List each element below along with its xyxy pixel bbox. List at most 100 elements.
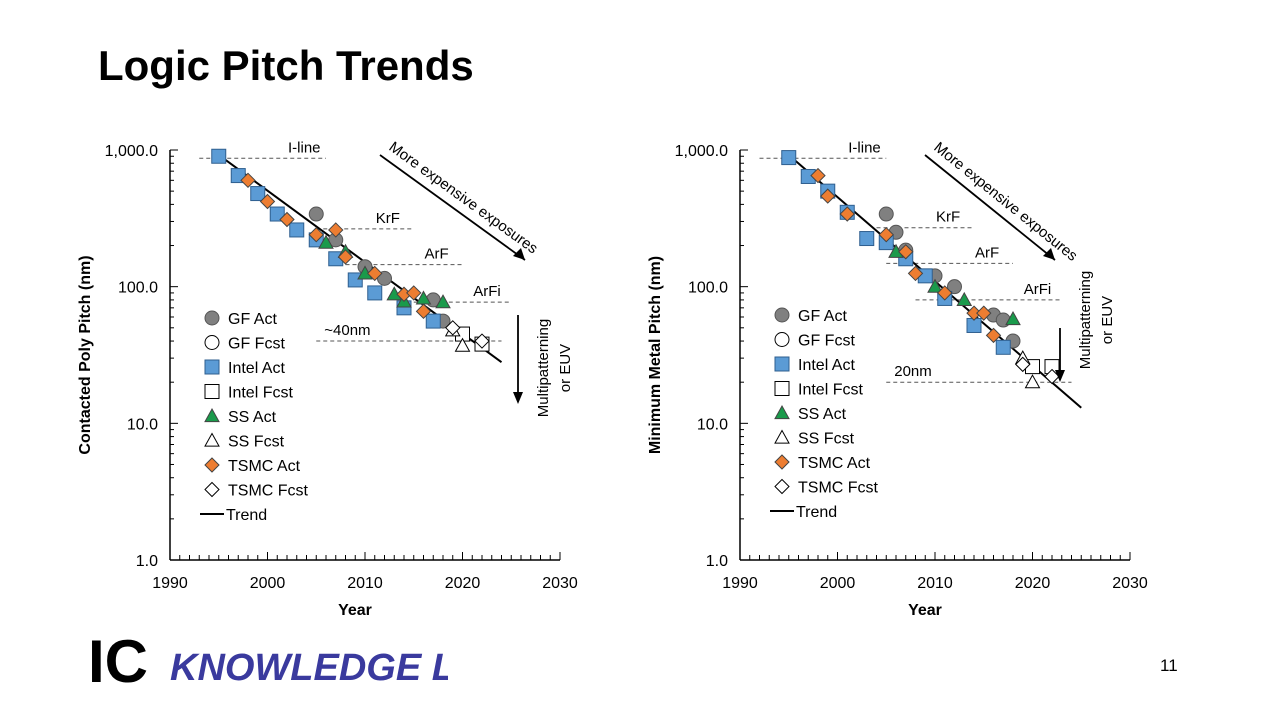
x-tick-label: 2020: [445, 575, 481, 592]
metal-pitch-chart: 1990 2000 2010 2020 2030 1.0 10.0 100.0 1,000.0 Y…: [647, 139, 1148, 619]
logo-ic-text: IC: [88, 628, 148, 694]
cost-arrow-line: [924, 154, 1056, 261]
data-point: [937, 285, 953, 301]
exposure-label: I-line: [288, 139, 321, 156]
x-tick-label: 2020: [1015, 575, 1051, 592]
data-point: [269, 206, 285, 222]
data-point: [898, 244, 914, 260]
legend-marker: [204, 384, 220, 399]
exposure-label: I-line: [848, 139, 881, 156]
exposure-label: ~40nm: [324, 322, 370, 339]
data-point: [995, 339, 1011, 355]
y-tick-label: 100.0: [688, 280, 728, 297]
legend-marker: [774, 478, 790, 495]
cost-arrow-head: [513, 248, 525, 260]
data-point: [250, 186, 266, 202]
x-axis-label: Year: [908, 602, 942, 619]
legend-marker: [204, 457, 220, 473]
data-point: [279, 211, 295, 228]
x-tick-label: 2030: [542, 575, 578, 592]
data-point: [985, 327, 1002, 344]
legend-marker: [774, 332, 790, 347]
legend-label: TSMC Act: [798, 455, 871, 472]
legend-label: GF Act: [228, 311, 277, 328]
legend-label: GF Fcst: [228, 336, 285, 353]
legend-label: SS Act: [798, 406, 847, 423]
y-tick-label: 1.0: [706, 553, 728, 570]
cost-arrow-label: More expensive exposures: [386, 138, 541, 257]
data-point: [1005, 310, 1021, 326]
page-number: 11: [1160, 656, 1178, 675]
legend-label: GF Fcst: [798, 333, 855, 350]
data-point: [240, 172, 256, 189]
data-point: [425, 313, 441, 329]
legend-marker: [774, 381, 790, 396]
legend-label: Trend: [226, 507, 267, 524]
x-tick-label: 2010: [917, 575, 953, 592]
data-point: [445, 320, 461, 336]
x-tick-label: 1990: [722, 575, 758, 592]
data-point: [1024, 374, 1041, 389]
legend-label: Intel Act: [228, 360, 285, 377]
legend-marker: [204, 335, 220, 350]
data-point: [810, 167, 826, 184]
legend-label: SS Fcst: [228, 434, 285, 451]
euv-label: Multipatterning: [1077, 271, 1094, 369]
legend-label: Intel Act: [798, 357, 855, 374]
legend-marker: [774, 404, 790, 420]
y-tick-label: 1,000.0: [675, 143, 728, 160]
data-point: [308, 226, 324, 243]
data-point: [211, 148, 227, 164]
data-point: [367, 285, 383, 301]
data-point: [1044, 368, 1060, 385]
exposure-label: KrF: [936, 209, 960, 226]
y-axis-label: Minimum Metal Pitch (nm): [647, 256, 664, 454]
data-point: [947, 279, 962, 295]
euv-label: or EUV: [1099, 296, 1116, 344]
data-point: [406, 285, 422, 301]
data-point: [259, 193, 276, 210]
data-point: [820, 188, 836, 204]
x-axis-label: Year: [338, 602, 372, 619]
exposure-label: ArF: [975, 244, 999, 261]
poly-pitch-chart: 1990 2000 2010 2020 2030 1.0 10.0 100.0 1,000.0 Y…: [77, 138, 578, 619]
data-point: [878, 206, 894, 222]
exposure-label: ArFi: [473, 283, 501, 300]
data-point: [859, 231, 875, 247]
data-point: [781, 150, 797, 166]
legend-label: Trend: [796, 504, 837, 521]
legend-marker: [204, 481, 220, 498]
data-point: [435, 294, 451, 309]
euv-arrow-head: [1055, 370, 1065, 382]
legend-label: TSMC Fcst: [798, 480, 879, 497]
euv-label: Multipatterning: [535, 319, 552, 417]
x-tick-label: 2030: [1112, 575, 1148, 592]
legend-label: SS Fcst: [798, 431, 855, 448]
euv-label: or EUV: [557, 344, 574, 392]
data-point: [956, 291, 973, 307]
data-point: [289, 222, 305, 238]
x-tick-label: 2000: [250, 575, 286, 592]
x-tick-label: 2010: [347, 575, 383, 592]
y-tick-label: 10.0: [127, 416, 158, 433]
data-point: [328, 222, 344, 238]
legend-label: Intel Fcst: [798, 382, 863, 399]
data-point: [878, 226, 894, 243]
data-point: [839, 206, 855, 222]
cost-arrow-line: [379, 154, 526, 261]
legend-marker: [774, 356, 790, 372]
legend-label: GF Act: [798, 308, 847, 325]
data-point: [415, 303, 432, 320]
y-tick-label: 10.0: [697, 416, 728, 433]
data-point: [454, 337, 471, 352]
logo-knowledge-text: KNOWLEDGE LLC: [170, 647, 448, 689]
legend-label: TSMC Act: [228, 458, 301, 475]
data-point: [347, 272, 363, 288]
x-tick-label: 1990: [152, 575, 188, 592]
data-point: [907, 265, 924, 282]
exposure-label: KrF: [376, 210, 400, 227]
ic-knowledge-logo: IC KNOWLEDGE LLC: [88, 628, 448, 694]
exposure-label: ArFi: [1024, 281, 1052, 298]
y-tick-label: 1.0: [136, 553, 158, 570]
cost-arrow-label: More expensive exposures: [930, 139, 1080, 265]
